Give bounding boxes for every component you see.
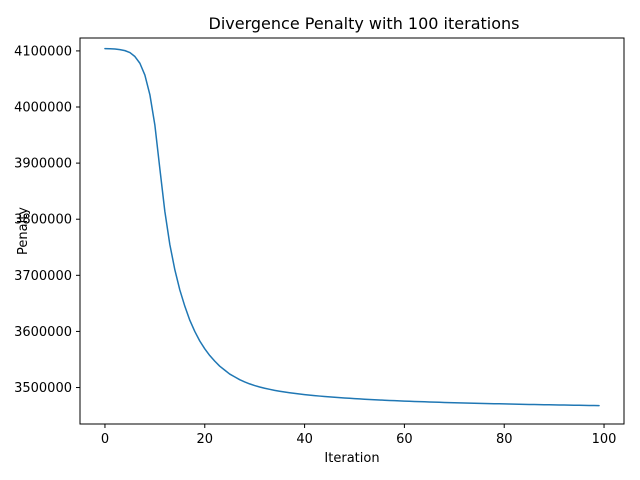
- x-tick-label: 100: [592, 432, 617, 447]
- y-tick-label: 3500000: [14, 381, 72, 396]
- chart-title: Divergence Penalty with 100 iterations: [209, 14, 520, 33]
- y-tick-label: 3800000: [14, 213, 72, 228]
- y-tick-label: 4100000: [14, 44, 72, 59]
- x-tick-label: 60: [396, 432, 413, 447]
- x-tick-label: 0: [101, 432, 109, 447]
- x-tick-label: 20: [196, 432, 213, 447]
- x-tick-label: 80: [496, 432, 513, 447]
- axes-frame: [79, 37, 625, 425]
- y-tick-label: 3600000: [14, 325, 72, 340]
- x-tick-label: 40: [296, 432, 313, 447]
- y-tick-label: 3700000: [14, 269, 72, 284]
- y-axis-ticks: 3500000 3600000 3700000 3800000 3900000 40000…: [14, 44, 80, 396]
- plot-area: [79, 37, 625, 425]
- y-tick-label: 3900000: [14, 157, 72, 172]
- y-tick-label: 4000000: [14, 101, 72, 116]
- series-line: [104, 47, 600, 407]
- x-axis-ticks: 0 20 40 60 80 100: [101, 424, 617, 447]
- y-axis-label: Penalty: [16, 207, 31, 255]
- x-axis-label: Iteration: [324, 451, 379, 466]
